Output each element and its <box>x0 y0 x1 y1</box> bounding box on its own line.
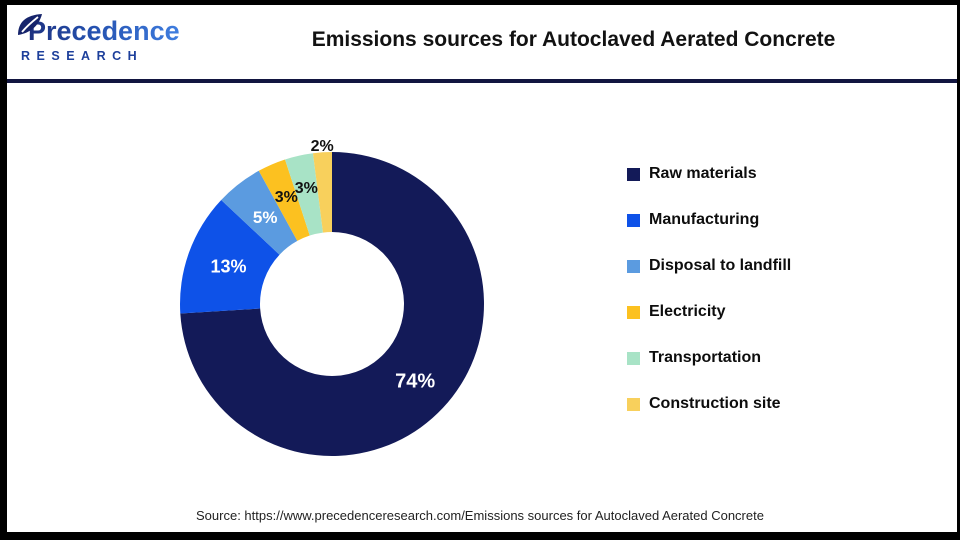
header-divider <box>0 79 960 83</box>
donut-slice-construction-site <box>312 152 332 233</box>
legend-swatch <box>627 397 640 411</box>
slice-label-manufacturing: 13% <box>210 256 247 277</box>
legend-swatch <box>627 259 640 273</box>
legend-label: Transportation <box>649 349 762 366</box>
legend-item-construction-site: Construction site <box>627 381 927 427</box>
legend-swatch <box>627 351 640 365</box>
legend-label: Disposal to landfill <box>649 257 792 274</box>
brand-subtitle: RESEARCH <box>21 49 144 63</box>
donut-slice-transportation <box>285 153 323 236</box>
legend-swatch <box>627 167 640 181</box>
legend-item-electricity: Electricity <box>627 289 927 335</box>
chart-legend: Raw materials Manufacturing Disposal to la… <box>627 151 927 427</box>
legend-label: Manufacturing <box>649 211 760 228</box>
header: Precedence RESEARCH Emissions sources fo… <box>0 0 960 79</box>
leaf-icon <box>18 14 42 35</box>
brand-name: Precedence <box>18 18 180 45</box>
slice-label-transportation: 3% <box>294 179 318 197</box>
legend-swatch <box>627 305 640 319</box>
legend-item-disposal-to-landfill: Disposal to landfill <box>627 243 927 289</box>
slice-label-raw-materials: 74% <box>395 370 436 393</box>
donut-svg <box>180 152 485 456</box>
legend-swatch <box>627 213 640 227</box>
legend-label: Construction site <box>649 395 781 412</box>
source-text: Source: https://www.precedenceresearch.c… <box>196 508 764 523</box>
slice-label-electricity: 3% <box>274 189 298 207</box>
slice-label-construction-site: 2% <box>310 138 334 156</box>
page-title: Emissions sources for Autoclaved Aerated… <box>311 27 836 51</box>
legend-label: Electricity <box>649 303 726 320</box>
donut-chart: 74% 13% 5% 3% 3% 2% <box>177 138 487 459</box>
donut-slice-disposal-to-landfill <box>221 170 298 255</box>
donut-slice-manufacturing <box>180 199 280 314</box>
legend-item-manufacturing: Manufacturing <box>627 197 927 243</box>
slice-label-disposal-to-landfill: 5% <box>252 207 278 227</box>
donut-slice-raw-materials <box>180 152 485 456</box>
brand-logo: Precedence RESEARCH <box>18 13 188 71</box>
donut-slice-electricity <box>258 159 310 241</box>
legend-item-raw-materials: Raw materials <box>627 151 927 197</box>
legend-item-transportation: Transportation <box>627 335 927 381</box>
legend-label: Raw materials <box>649 165 757 182</box>
